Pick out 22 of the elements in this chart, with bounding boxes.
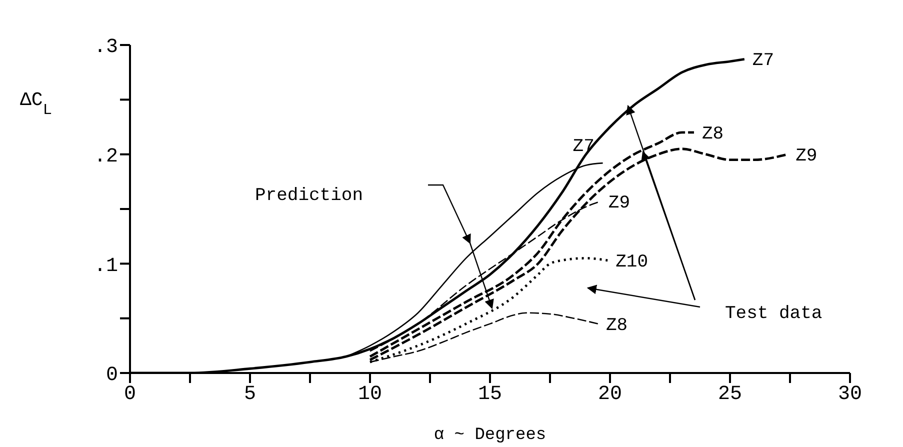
series-label: Z8 [702, 124, 724, 144]
y-tick-label: 0 [106, 364, 118, 388]
x-tick-label: 15 [478, 383, 502, 406]
y-axis-title: ΔC$_{L}$ [20, 89, 52, 119]
annotation: Prediction [255, 186, 364, 206]
y-tick-label: .2 [94, 145, 118, 168]
x-tick-label: 5 [244, 383, 256, 406]
series-label: Z7 [752, 51, 774, 72]
series-label: Z7 [572, 137, 594, 158]
series-label: Z9 [608, 193, 630, 214]
series-label: Z9 [796, 146, 818, 166]
series-label: Z10 [616, 252, 648, 272]
annotation: Test data [725, 304, 822, 324]
x-tick-label: 25 [718, 383, 742, 406]
x-tick-label: 10 [358, 383, 382, 406]
x-tick-label: 30 [838, 383, 862, 406]
y-tick-label: .3 [94, 36, 118, 60]
y-tick-label: .1 [94, 254, 118, 278]
x-tick-label: 0 [124, 383, 136, 406]
x-tick-label: 20 [598, 383, 622, 406]
series-label: Z8 [606, 316, 628, 336]
x-axis-title: α ~ Degrees [434, 426, 546, 445]
